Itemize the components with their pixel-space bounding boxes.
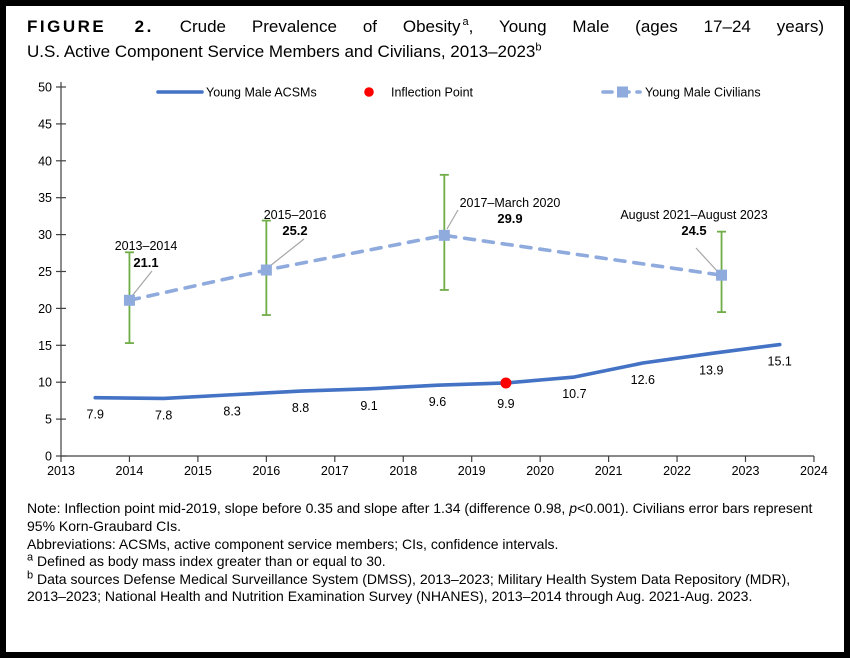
figure-label: FIGURE 2. [27, 17, 154, 36]
legend-inflection-label: Inflection Point [391, 86, 474, 100]
inflection-point-dot [500, 377, 512, 389]
civilian-period-label: August 2021–August 2023 [620, 208, 767, 222]
y-tick-label: 50 [38, 81, 52, 95]
y-tick-label: 25 [38, 265, 52, 279]
footnote-a-marker: a [27, 551, 34, 564]
x-tick-label: 2022 [663, 464, 691, 478]
footnote-b: b Data sources Defense Medical Surveilla… [27, 569, 791, 605]
acsm-value-label: 7.9 [87, 408, 104, 422]
callout-leader-line [131, 270, 153, 297]
title-segment-2: , Young Male (ages 17–24 years) [468, 17, 824, 36]
civilian-line [127, 233, 724, 303]
callout-leader-line [695, 247, 719, 273]
legend-civilian-label: Young Male Civilians [645, 86, 761, 100]
y-tick-label: 10 [38, 376, 52, 390]
x-tick-label: 2019 [458, 464, 486, 478]
acsm-line [93, 343, 782, 401]
title-segment-1: Crude Prevalence of Obesity [179, 17, 461, 36]
x-tick-label: 2021 [595, 464, 623, 478]
y-tick-label: 15 [38, 339, 52, 353]
acsm-value-label: 9.1 [360, 399, 377, 413]
acsm-value-label: 10.7 [562, 387, 586, 401]
callout-leader-line [446, 209, 459, 230]
abbreviations-line: Abbreviations: ACSMs, active component s… [27, 535, 559, 552]
x-tick-label: 2015 [184, 464, 212, 478]
y-tick-label: 0 [45, 450, 52, 464]
footnote-a: a Defined as body mass index greater tha… [27, 551, 386, 570]
y-tick-label: 35 [38, 191, 52, 205]
y-tick-label: 45 [38, 118, 52, 132]
x-tick-label: 2017 [321, 464, 349, 478]
acsm-value-label: 7.8 [155, 409, 172, 423]
civilian-value-label: 24.5 [681, 223, 706, 238]
x-tick-label: 2014 [116, 464, 144, 478]
acsm-value-label: 13.9 [699, 364, 723, 378]
x-tick-label: 2018 [389, 464, 417, 478]
chart-area: 0 5 10 15 20 25 30 35 40 45 50 2013 2014 2015 2016 2017… [6, 72, 844, 487]
figure-notes: Note: Inflection point mid-2019, slope b… [27, 500, 824, 606]
civilian-marker [260, 264, 272, 276]
footnote-marker-b: b [535, 40, 542, 53]
acsm-value-label: 9.6 [429, 395, 446, 409]
civilian-period-label: 2017–March 2020 [460, 196, 561, 210]
x-tick-label: 2024 [800, 464, 828, 478]
figure-title: FIGURE 2. Crude Prevalence of Obesity a, … [27, 15, 824, 64]
title-line-2: U.S. Active Component Service Members an… [27, 41, 536, 61]
note-line: Note: Inflection point mid-2019, slope b… [27, 500, 813, 534]
y-tick-label: 40 [38, 155, 52, 169]
x-tick-label: 2020 [526, 464, 554, 478]
y-tick-label: 5 [45, 413, 52, 427]
footnote-marker-a: a [462, 16, 469, 29]
civilian-value-label: 21.1 [133, 255, 158, 270]
civilian-value-label: 25.2 [282, 223, 307, 238]
acsm-value-label: 8.8 [292, 401, 309, 415]
civilian-period-label: 2013–2014 [115, 239, 178, 253]
y-tick-label: 20 [38, 302, 52, 316]
civilian-period-label: 2015–2016 [264, 208, 327, 222]
civilian-marker [438, 230, 450, 242]
p-value-symbol: p [569, 500, 578, 517]
legend-civilian-marker-sample [617, 86, 628, 98]
acsm-value-label: 8.3 [223, 405, 240, 419]
y-tick-label: 30 [38, 228, 52, 242]
legend-acsm-label: Young Male ACSMs [206, 86, 317, 100]
prevalence-chart: 0 5 10 15 20 25 30 35 40 45 50 2013 2014 2015 2016 2017… [38, 81, 828, 479]
civilian-marker [716, 269, 728, 281]
callout-leader-line [269, 238, 305, 267]
civilian-marker [123, 295, 135, 307]
footnote-b-marker: b [27, 569, 34, 582]
acsm-value-label: 12.6 [631, 373, 655, 387]
civilian-value-label: 29.9 [497, 211, 522, 226]
acsm-value-label: 9.9 [497, 397, 514, 411]
x-tick-label: 2023 [732, 464, 760, 478]
x-tick-label: 2013 [47, 464, 75, 478]
x-tick-label: 2016 [252, 464, 280, 478]
acsm-value-label: 15.1 [768, 355, 792, 369]
legend-inflection-dot-sample [364, 87, 374, 98]
